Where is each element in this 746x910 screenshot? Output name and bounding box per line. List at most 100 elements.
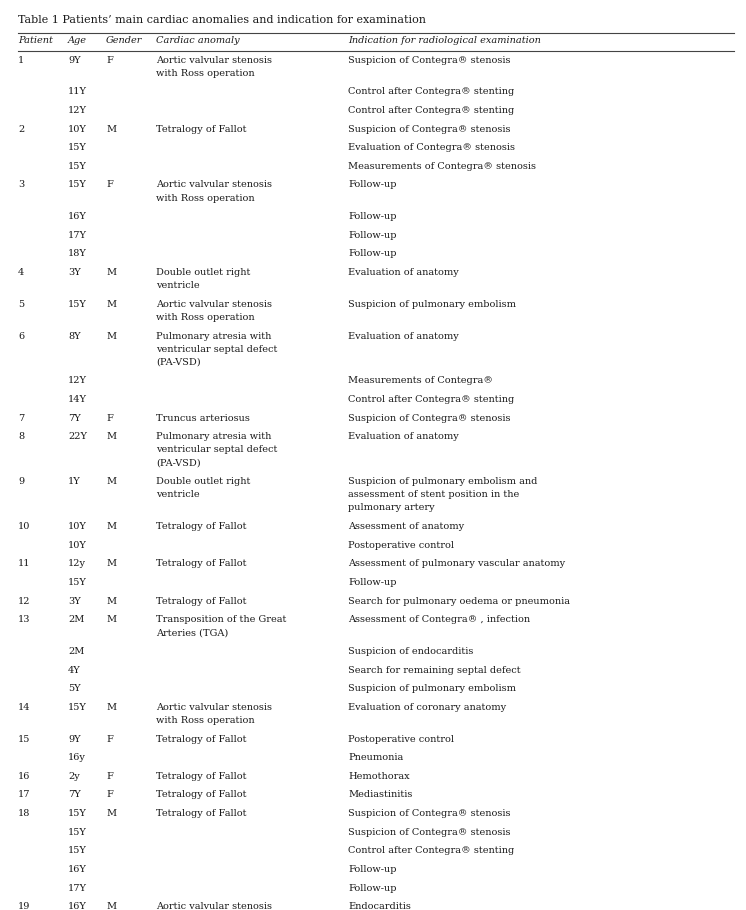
- Text: Tetralogy of Fallot: Tetralogy of Fallot: [156, 522, 246, 531]
- Text: 5Y: 5Y: [68, 684, 81, 693]
- Text: assessment of stent position in the: assessment of stent position in the: [348, 490, 519, 500]
- Text: 13: 13: [18, 615, 31, 624]
- Text: 16Y: 16Y: [68, 212, 87, 221]
- Text: Search for pulmonary oedema or pneumonia: Search for pulmonary oedema or pneumonia: [348, 597, 570, 606]
- Text: Tetralogy of Fallot: Tetralogy of Fallot: [156, 734, 246, 743]
- Text: Suspicion of Contegra® stenosis: Suspicion of Contegra® stenosis: [348, 809, 510, 818]
- Text: Search for remaining septal defect: Search for remaining septal defect: [348, 665, 521, 674]
- Text: Suspicion of pulmonary embolism: Suspicion of pulmonary embolism: [348, 684, 516, 693]
- Text: Evaluation of coronary anatomy: Evaluation of coronary anatomy: [348, 703, 506, 712]
- Text: Assessment of anatomy: Assessment of anatomy: [348, 522, 464, 531]
- Text: M: M: [106, 522, 116, 531]
- Text: Hemothorax: Hemothorax: [348, 772, 410, 781]
- Text: F: F: [106, 772, 113, 781]
- Text: Pulmonary atresia with: Pulmonary atresia with: [156, 432, 272, 441]
- Text: Aortic valvular stenosis: Aortic valvular stenosis: [156, 180, 272, 189]
- Text: 12: 12: [18, 597, 31, 606]
- Text: Postoperative control: Postoperative control: [348, 734, 454, 743]
- Text: 22Y: 22Y: [68, 432, 87, 441]
- Text: 16Y: 16Y: [68, 865, 87, 874]
- Text: Aortic valvular stenosis: Aortic valvular stenosis: [156, 56, 272, 65]
- Text: 19: 19: [18, 902, 31, 910]
- Text: F: F: [106, 791, 113, 800]
- Text: 15Y: 15Y: [68, 703, 87, 712]
- Text: 18: 18: [18, 809, 31, 818]
- Text: 1: 1: [18, 56, 25, 65]
- Text: Tetralogy of Fallot: Tetralogy of Fallot: [156, 809, 246, 818]
- Text: M: M: [106, 432, 116, 441]
- Text: M: M: [106, 703, 116, 712]
- Text: 15Y: 15Y: [68, 162, 87, 171]
- Text: Measurements of Contegra® stenosis: Measurements of Contegra® stenosis: [348, 162, 536, 171]
- Text: 7Y: 7Y: [68, 791, 81, 800]
- Text: Control after Contegra® stenting: Control after Contegra® stenting: [348, 395, 514, 404]
- Text: Gender: Gender: [106, 36, 142, 46]
- Text: 15Y: 15Y: [68, 143, 87, 152]
- Text: 10Y: 10Y: [68, 125, 87, 134]
- Text: M: M: [106, 809, 116, 818]
- Text: Transposition of the Great: Transposition of the Great: [156, 615, 286, 624]
- Text: 12y: 12y: [68, 560, 86, 569]
- Text: ventricular septal defect: ventricular septal defect: [156, 345, 278, 354]
- Text: F: F: [106, 56, 113, 65]
- Text: 15: 15: [18, 734, 31, 743]
- Text: ventricle: ventricle: [156, 490, 200, 500]
- Text: 8: 8: [18, 432, 24, 441]
- Text: 2y: 2y: [68, 772, 80, 781]
- Text: 10: 10: [18, 522, 31, 531]
- Text: Evaluation of anatomy: Evaluation of anatomy: [348, 432, 459, 441]
- Text: 2M: 2M: [68, 615, 84, 624]
- Text: Cardiac anomaly: Cardiac anomaly: [156, 36, 239, 46]
- Text: 15Y: 15Y: [68, 846, 87, 855]
- Text: 17Y: 17Y: [68, 884, 87, 893]
- Text: 4Y: 4Y: [68, 665, 81, 674]
- Text: with Ross operation: with Ross operation: [156, 313, 254, 322]
- Text: M: M: [106, 300, 116, 308]
- Text: 17Y: 17Y: [68, 231, 87, 240]
- Text: Follow-up: Follow-up: [348, 578, 397, 587]
- Text: 2M: 2M: [68, 647, 84, 656]
- Text: Measurements of Contegra®: Measurements of Contegra®: [348, 377, 493, 386]
- Text: 18Y: 18Y: [68, 249, 87, 258]
- Text: Tetralogy of Fallot: Tetralogy of Fallot: [156, 772, 246, 781]
- Text: Suspicion of Contegra® stenosis: Suspicion of Contegra® stenosis: [348, 828, 510, 836]
- Text: 10Y: 10Y: [68, 541, 87, 550]
- Text: 15Y: 15Y: [68, 828, 87, 836]
- Text: 15Y: 15Y: [68, 578, 87, 587]
- Text: M: M: [106, 125, 116, 134]
- Text: 12Y: 12Y: [68, 106, 87, 115]
- Text: 9: 9: [18, 477, 24, 486]
- Text: Endocarditis: Endocarditis: [348, 902, 411, 910]
- Text: Assessment of Contegra® , infection: Assessment of Contegra® , infection: [348, 615, 530, 624]
- Text: Truncus arteriosus: Truncus arteriosus: [156, 414, 250, 423]
- Text: Tetralogy of Fallot: Tetralogy of Fallot: [156, 125, 246, 134]
- Text: F: F: [106, 734, 113, 743]
- Text: M: M: [106, 615, 116, 624]
- Text: Control after Contegra® stenting: Control after Contegra® stenting: [348, 846, 514, 855]
- Text: Control after Contegra® stenting: Control after Contegra® stenting: [348, 87, 514, 96]
- Text: M: M: [106, 560, 116, 569]
- Text: 7: 7: [18, 414, 25, 423]
- Text: Indication for radiological examination: Indication for radiological examination: [348, 36, 541, 46]
- Text: 10Y: 10Y: [68, 522, 87, 531]
- Text: Follow-up: Follow-up: [348, 884, 397, 893]
- Text: 7Y: 7Y: [68, 414, 81, 423]
- Text: Follow-up: Follow-up: [348, 180, 397, 189]
- Text: 4: 4: [18, 268, 25, 278]
- Text: Tetralogy of Fallot: Tetralogy of Fallot: [156, 791, 246, 800]
- Text: 16Y: 16Y: [68, 902, 87, 910]
- Text: Suspicion of Contegra® stenosis: Suspicion of Contegra® stenosis: [348, 414, 510, 423]
- Text: 15Y: 15Y: [68, 300, 87, 308]
- Text: 6: 6: [18, 331, 24, 340]
- Text: Suspicion of pulmonary embolism: Suspicion of pulmonary embolism: [348, 300, 516, 308]
- Text: Tetralogy of Fallot: Tetralogy of Fallot: [156, 597, 246, 606]
- Text: 2: 2: [18, 125, 25, 134]
- Text: F: F: [106, 180, 113, 189]
- Text: Control after Contegra® stenting: Control after Contegra® stenting: [348, 106, 514, 115]
- Text: 12Y: 12Y: [68, 377, 87, 386]
- Text: Follow-up: Follow-up: [348, 212, 397, 221]
- Text: with Ross operation: with Ross operation: [156, 716, 254, 725]
- Text: 14Y: 14Y: [68, 395, 87, 404]
- Text: (PA-VSD): (PA-VSD): [156, 459, 201, 468]
- Text: Aortic valvular stenosis: Aortic valvular stenosis: [156, 300, 272, 308]
